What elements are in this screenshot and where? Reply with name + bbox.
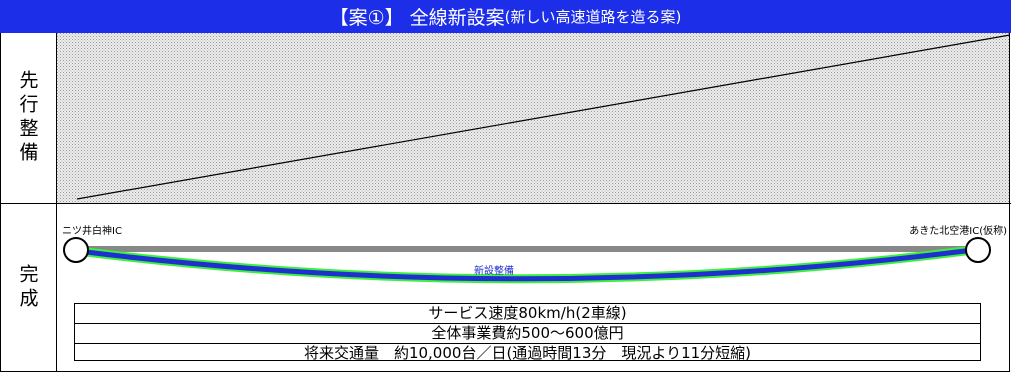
proposal-title: 【案①】 全線新設案 [329,7,505,29]
advance-label: 先行整備 [16,70,39,166]
complete-label-cell: 完成 [0,204,57,371]
advance-label-cell: 先行整備 [0,33,57,203]
info-table: サービス速度80km/h(2車線) 全体事業費約500～600億円 将来交通量 … [74,303,981,362]
service-speed-row: サービス速度80km/h(2車線) [75,304,980,324]
proposal-subtitle: (新しい高速道路を造る案) [504,8,682,26]
proposal-title-bar: 【案①】 全線新設案 (新しい高速道路を造る案) [0,0,1011,33]
start-ic-label: ニツ井白神IC [62,226,122,237]
advance-na-area [57,33,1010,203]
not-applicable-slash [76,34,1010,200]
route-diagram [63,237,991,284]
complete-row: 完成 ニツ井白神IC あきた北空港IC(仮称) 新設整備 サービス速度80km/… [0,204,1011,371]
start-ic-node [63,237,89,263]
total-cost-row: 全体事業費約500～600億円 [75,324,980,344]
advance-row: 先行整備 [0,33,1011,204]
end-ic-node [965,237,991,263]
new-section-label: 新設整備 [474,266,514,277]
new-route-line [77,247,974,282]
end-ic-label: あきた北空港IC(仮称) [909,226,1007,237]
complete-label: 完成 [16,263,39,312]
future-traffic-row: 将来交通量 約10,000台／日(通過時間13分 現況より11分短縮) [303,344,752,362]
